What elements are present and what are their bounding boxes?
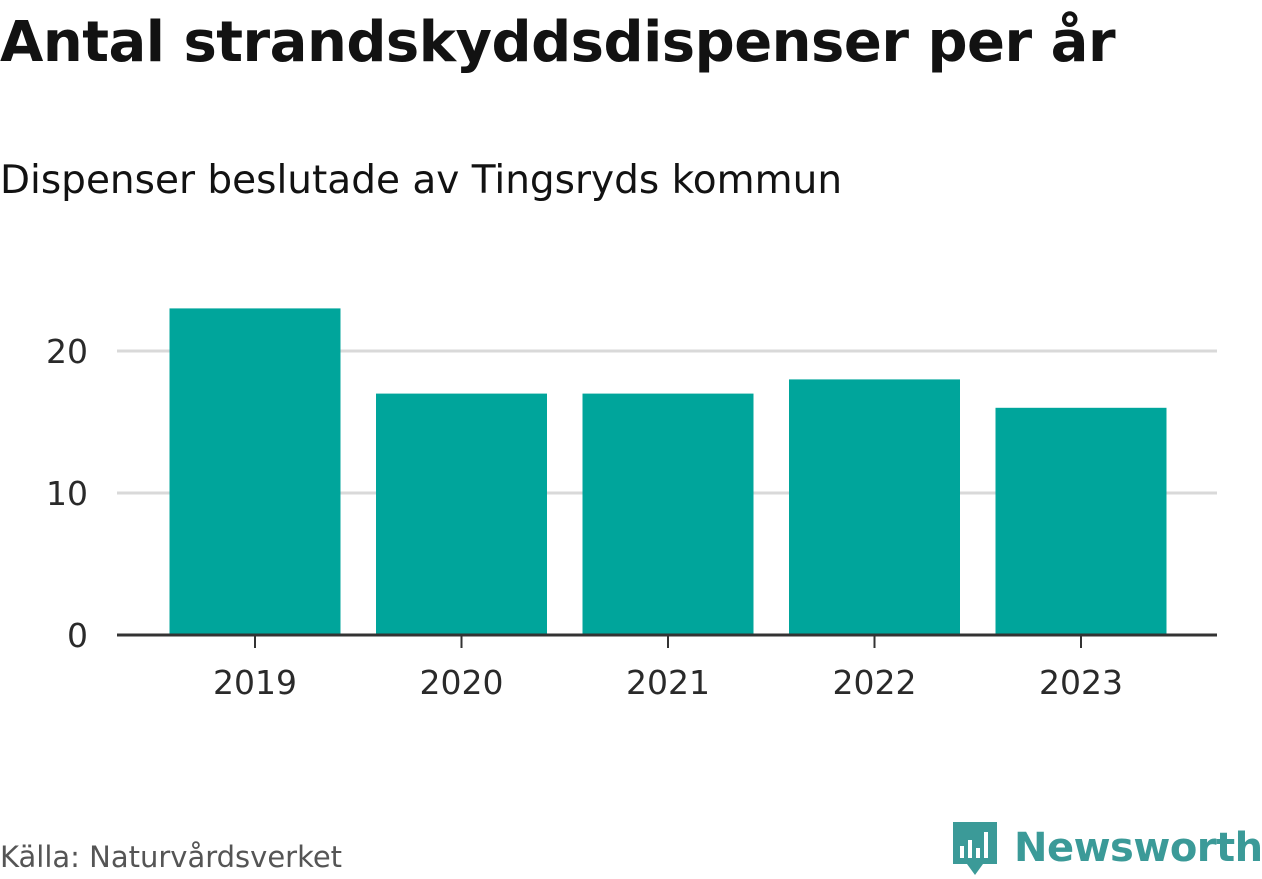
y-tick-label-10: 10 — [46, 474, 88, 513]
x-tick-label-2020: 2020 — [420, 663, 504, 702]
newsworthy-logo: Newsworthy — [950, 818, 1262, 878]
bar-2020 — [376, 393, 547, 635]
source-note: Källa: Naturvårdsverket — [0, 840, 343, 874]
x-tick-label-2022: 2022 — [833, 663, 917, 702]
bar-2023 — [995, 407, 1167, 635]
chart-title: Antal strandskyddsdispenser per år — [0, 10, 1116, 75]
x-tick-label-2019: 2019 — [213, 663, 297, 702]
chart-subtitle: Dispenser beslutade av Tingsryds kommun — [0, 158, 843, 203]
y-tick-label-20: 20 — [46, 332, 88, 371]
newsworthy-logo-icon — [953, 822, 997, 875]
y-tick-label-0: 0 — [67, 616, 88, 655]
bar-2022 — [789, 379, 960, 635]
bar-2021 — [582, 393, 754, 635]
x-tick-label-2023: 2023 — [1039, 663, 1123, 702]
x-tick-label-2021: 2021 — [626, 663, 710, 702]
bar-2019 — [169, 308, 341, 635]
newsworthy-logo-text: Newsworthy — [1014, 825, 1262, 871]
